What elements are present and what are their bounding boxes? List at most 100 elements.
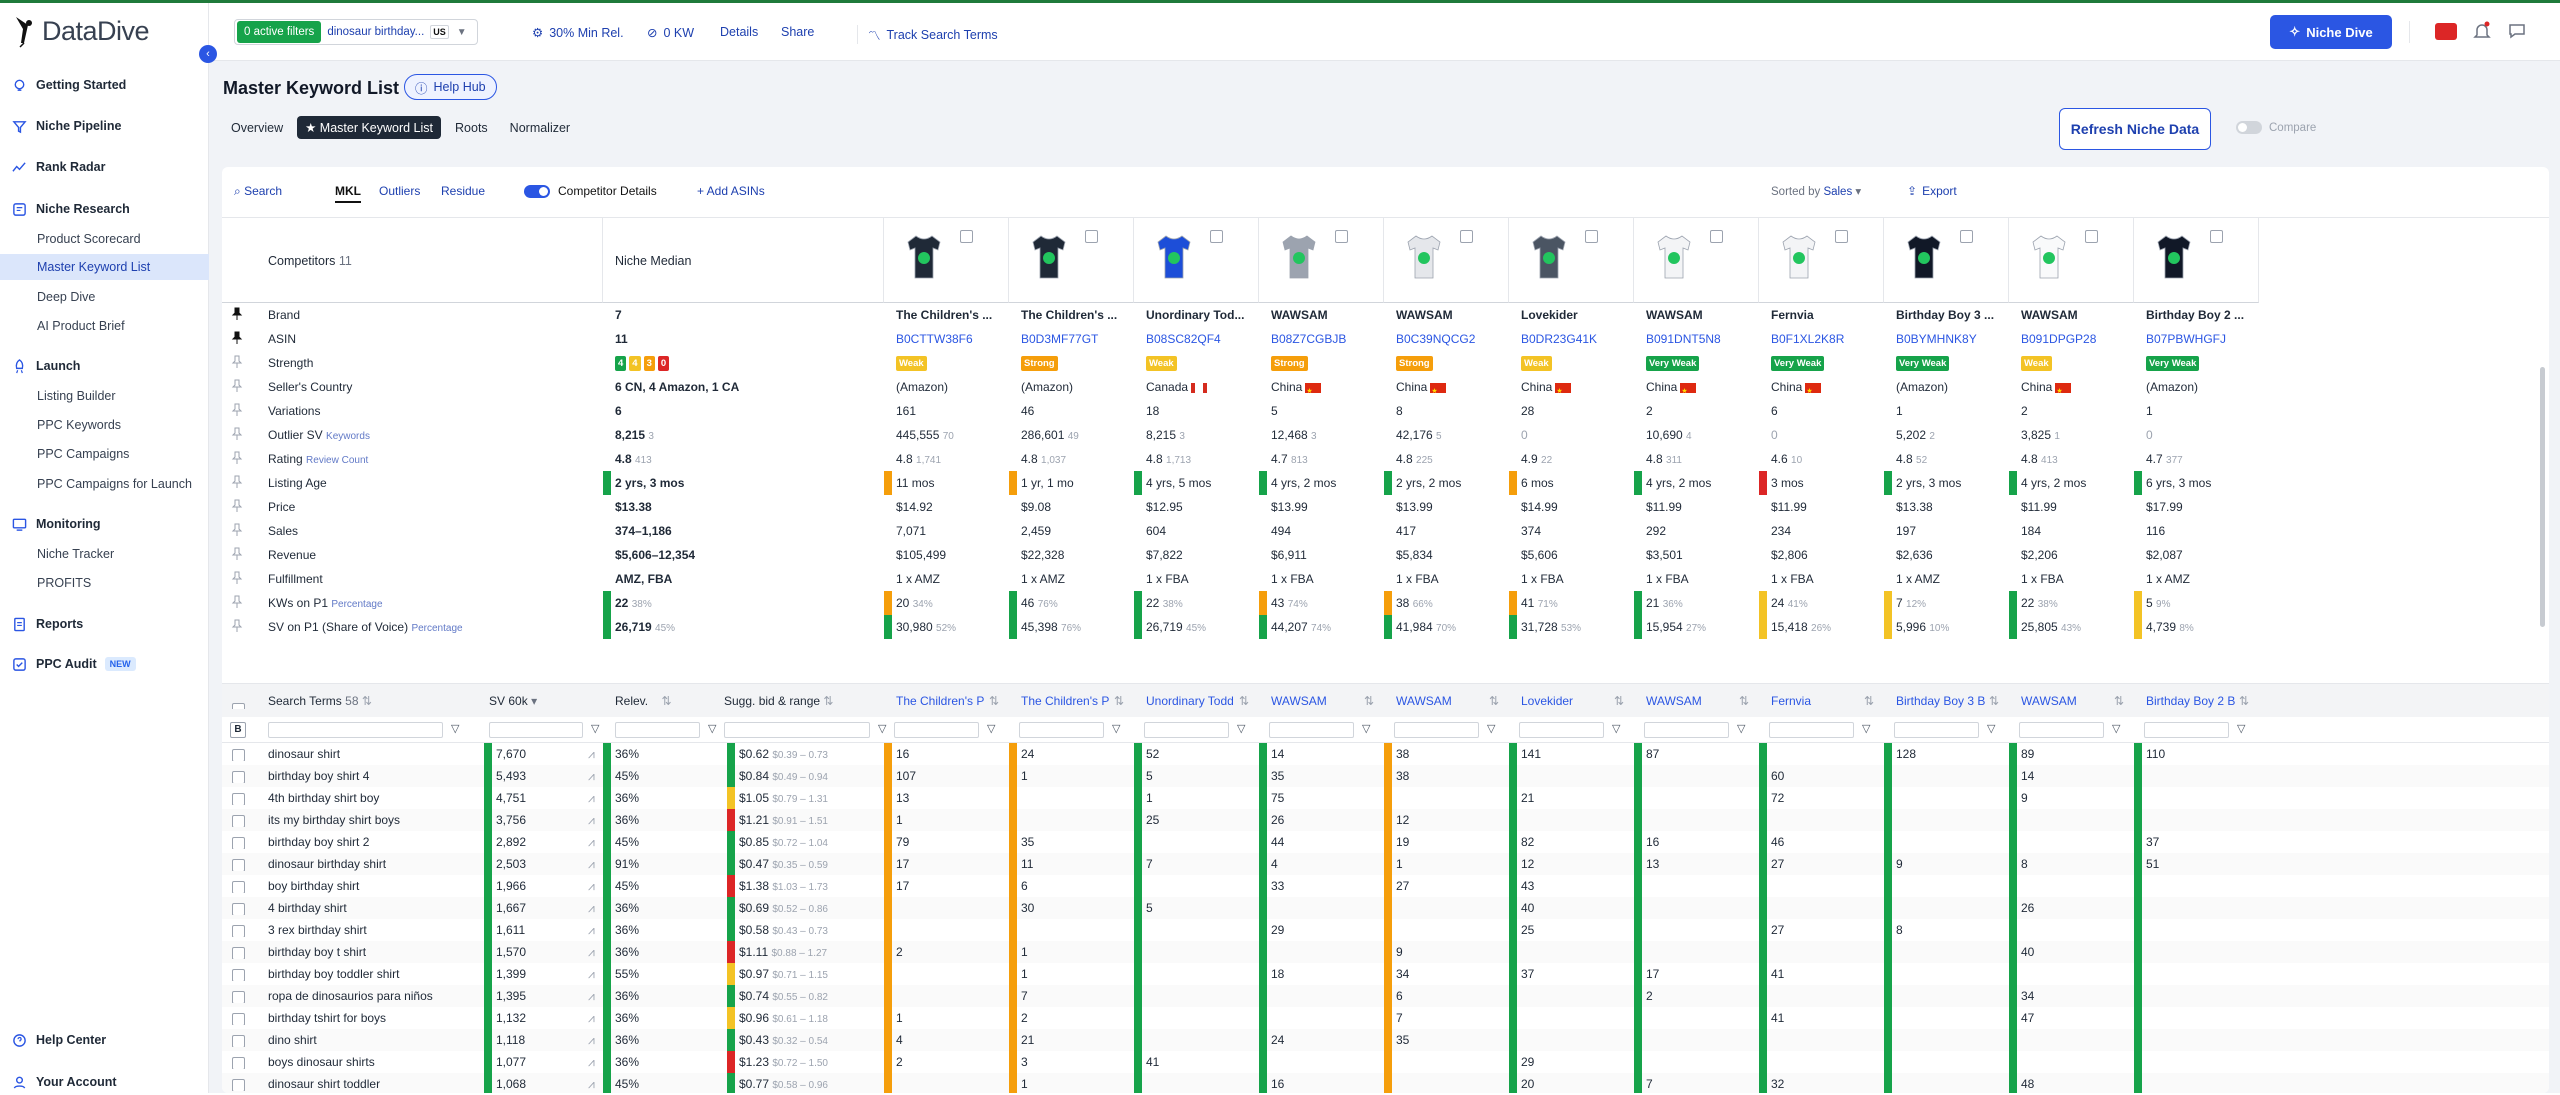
filter-icon[interactable]: ▽ — [1612, 723, 1621, 735]
filter-icon[interactable]: ▽ — [591, 723, 600, 735]
product-image-icon[interactable] — [1029, 232, 1069, 282]
product-select-checkbox[interactable] — [2210, 230, 2223, 243]
sidebar-item-rank-radar[interactable]: Rank Radar — [0, 154, 209, 180]
search-term-cell[interactable]: ropa de dinosaurios para niños — [268, 989, 433, 1003]
collapse-sidebar-button[interactable]: ‹ — [199, 45, 217, 63]
search-term-cell[interactable]: dinosaur shirt — [268, 747, 341, 761]
product-image-icon[interactable] — [1279, 232, 1319, 282]
sort-icon[interactable]: ⇅ — [1364, 694, 1375, 708]
sidebar-item-getting-started[interactable]: Getting Started — [0, 72, 209, 98]
row-checkbox[interactable] — [232, 1011, 245, 1025]
rank-filter-input[interactable] — [2144, 722, 2229, 738]
search-term-cell[interactable]: birthday boy toddler shirt — [268, 967, 400, 981]
sidebar-item-ppc-audit[interactable]: PPC Audit NEW — [0, 651, 209, 677]
product-select-checkbox[interactable] — [1460, 230, 1473, 243]
active-filters-badge[interactable]: 0 active filters — [237, 21, 322, 43]
search-term-cell[interactable]: dinosaur shirt toddler — [268, 1077, 381, 1091]
chart-icon[interactable]: ⩘ — [588, 1033, 595, 1047]
table-row[interactable]: ropa de dinosaurios para niños 1,395 ⩘ 36… — [222, 985, 2549, 1007]
sidebar-item-niche-tracker[interactable]: Niche Tracker — [0, 541, 209, 567]
chart-icon[interactable]: ⩘ — [588, 791, 595, 805]
sidebar-item-listing-builder[interactable]: Listing Builder — [0, 383, 209, 409]
pin-icon[interactable] — [230, 451, 244, 465]
asin-link[interactable]: B0DR23G41K — [1521, 332, 1598, 346]
chart-icon[interactable]: ⩘ — [588, 945, 595, 959]
chat-icon[interactable] — [2508, 22, 2526, 40]
asin-cell[interactable]: B0DR23G41K — [1509, 327, 1634, 351]
asin-cell[interactable]: B0CTTW38F6 — [884, 327, 1009, 351]
search-term-cell[interactable]: birthday boy shirt 2 — [268, 835, 370, 849]
table-row[interactable]: boys dinosaur shirts 1,077 ⩘ 36% $1.23 $0… — [222, 1051, 2549, 1073]
chart-icon[interactable]: ⩘ — [588, 857, 595, 871]
competitor-rank-column-header[interactable]: The Children's P — [896, 684, 1007, 718]
product-image-icon[interactable] — [1904, 232, 1944, 282]
hidden-kw-button[interactable]: ⊘ 0 KW — [647, 25, 694, 41]
compare-toggle[interactable]: Compare — [2236, 121, 2316, 134]
search-term-cell[interactable]: boy birthday shirt — [268, 879, 360, 893]
competitor-rank-column-header[interactable]: WAWSAM — [1646, 684, 1757, 718]
tab-master-keyword-list[interactable]: ★ Master Keyword List — [297, 116, 442, 139]
rank-filter-input[interactable] — [1519, 722, 1604, 738]
table-row[interactable]: birthday tshirt for boys 1,132 ⩘ 36% $0.9… — [222, 1007, 2549, 1029]
sidebar-item-deep-dive[interactable]: Deep Dive — [0, 284, 209, 310]
product-image-icon[interactable] — [2029, 232, 2069, 282]
row-checkbox[interactable] — [232, 1055, 245, 1069]
sidebar-item-help-center[interactable]: Help Center — [0, 1027, 209, 1053]
sv-filter-input[interactable] — [489, 722, 583, 738]
rank-filter-input[interactable] — [1644, 722, 1729, 738]
row-checkbox[interactable] — [232, 1033, 245, 1047]
sort-icon[interactable]: ⇅ — [2239, 694, 2250, 708]
b-filter-box[interactable]: B — [230, 722, 246, 738]
chart-icon[interactable]: ⩘ — [588, 901, 595, 915]
help-hub-button[interactable]: ⓘ Help Hub — [404, 74, 497, 100]
row-checkbox[interactable] — [232, 967, 245, 981]
product-image-icon[interactable] — [904, 232, 944, 282]
filter-icon[interactable]: ▽ — [1487, 723, 1496, 735]
search-term-cell[interactable]: 3 rex birthday shirt — [268, 923, 367, 937]
asin-link[interactable]: B08Z7CGBJB — [1271, 332, 1347, 346]
sort-selector[interactable]: Sorted by Sales ▾ — [1771, 184, 1861, 198]
sidebar-item-master-keyword-list[interactable]: Master Keyword List — [0, 254, 209, 280]
filter-icon[interactable]: ▽ — [451, 723, 460, 735]
track-search-terms-button[interactable]: 〽 Track Search Terms — [857, 25, 998, 44]
row-checkbox[interactable] — [232, 813, 245, 827]
asin-cell[interactable]: B0D3MF77GT — [1009, 327, 1134, 351]
sort-icon[interactable]: ⇅ — [1739, 694, 1750, 708]
row-checkbox[interactable] — [232, 769, 245, 783]
chart-icon[interactable]: ⩘ — [588, 1055, 595, 1069]
search-term-cell[interactable]: birthday tshirt for boys — [268, 1011, 387, 1025]
sidebar-item-ppc-campaigns[interactable]: PPC Campaigns — [0, 441, 209, 467]
niche-dive-button[interactable]: ✧ Niche Dive — [2270, 15, 2392, 49]
rank-filter-input[interactable] — [1019, 722, 1104, 738]
search-term-cell[interactable]: dinosaur birthday shirt — [268, 857, 387, 871]
product-select-checkbox[interactable] — [1960, 230, 1973, 243]
rank-filter-input[interactable] — [2019, 722, 2104, 738]
add-asins-button[interactable]: + Add ASINs — [697, 184, 765, 198]
competitor-details-toggle[interactable]: Competitor Details — [524, 184, 657, 198]
tab-outliers[interactable]: Outliers — [379, 184, 421, 198]
asin-link[interactable]: B0F1XL2K8R — [1771, 332, 1845, 346]
filter-icon[interactable]: ▽ — [1862, 723, 1871, 735]
table-row[interactable]: birthday boy toddler shirt 1,399 ⩘ 55% $0… — [222, 963, 2549, 985]
pin-icon[interactable] — [230, 547, 244, 561]
sidebar-item-ai-product-brief[interactable]: AI Product Brief — [0, 313, 209, 339]
table-row[interactable]: its my birthday shirt boys 3,756 ⩘ 36% $1… — [222, 809, 2549, 831]
rank-filter-input[interactable] — [1269, 722, 1354, 738]
niche-selector[interactable]: 0 active filters dinosaur birthday... US… — [234, 19, 478, 45]
pin-icon[interactable] — [230, 499, 244, 513]
row-checkbox[interactable] — [232, 901, 245, 915]
competitor-rank-column-header[interactable]: Birthday Boy 2 B — [2146, 684, 2257, 718]
search-term-cell[interactable]: boys dinosaur shirts — [268, 1055, 375, 1069]
sidebar-item-ppc-campaigns-launch[interactable]: PPC Campaigns for Launch — [0, 471, 209, 497]
filter-icon[interactable]: ▽ — [1737, 723, 1746, 735]
rank-filter-input[interactable] — [1769, 722, 1854, 738]
min-relevance-button[interactable]: ⚙ 30% Min Rel. — [532, 25, 624, 41]
product-select-checkbox[interactable] — [1210, 230, 1223, 243]
chevron-down-icon[interactable]: ▼ — [456, 26, 467, 38]
chart-icon[interactable]: ⩘ — [588, 835, 595, 849]
table-row[interactable]: birthday boy shirt 2 2,892 ⩘ 45% $0.85 $0… — [222, 831, 2549, 853]
sort-icon[interactable]: ⇅ — [1864, 694, 1875, 708]
sidebar-item-product-scorecard[interactable]: Product Scorecard — [0, 226, 209, 252]
product-select-checkbox[interactable] — [1710, 230, 1723, 243]
sort-icon[interactable]: ⇅ — [1989, 694, 2000, 708]
